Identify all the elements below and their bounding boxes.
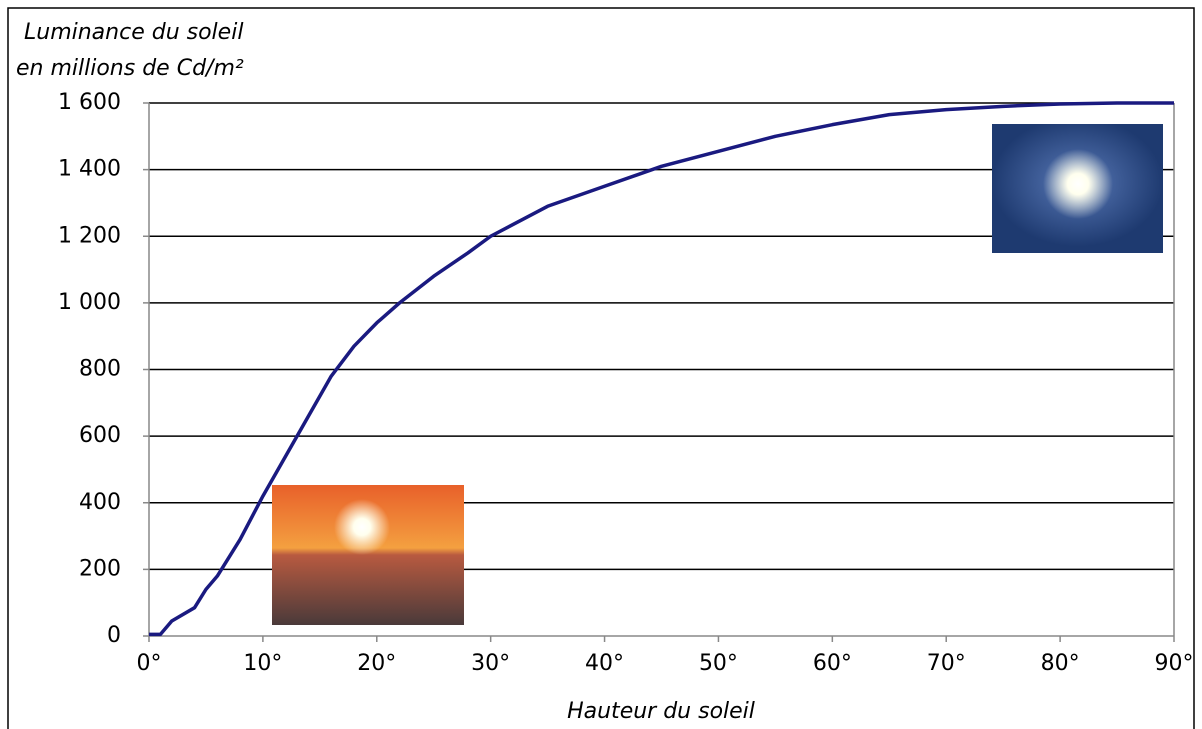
y-tick-label: 1 600: [58, 90, 121, 115]
y-tick-label: 1 200: [58, 223, 121, 248]
y-tick-label: 0: [107, 623, 121, 648]
data-line: [149, 101, 1174, 637]
y-tick-label: 800: [79, 357, 121, 382]
y-tick-label: 200: [79, 556, 121, 581]
x-axis-label: Hauteur du soleil: [567, 699, 755, 724]
sun-photo: [992, 124, 1163, 253]
sunset-photo: [272, 485, 464, 625]
x-tick-label: 90°: [1155, 651, 1194, 676]
x-tick-label: 20°: [357, 651, 396, 676]
y-tick-label: 1 000: [58, 290, 121, 315]
y-axis-label: Luminance du soleil: [24, 20, 243, 45]
x-tick-label: 40°: [585, 651, 624, 676]
y-tick-label: 600: [79, 423, 121, 448]
frame: [7, 7, 1195, 729]
x-tick-label: 0°: [137, 651, 162, 676]
x-tick-label: 70°: [927, 651, 966, 676]
y-axis-label: en millions de Cd/m²: [16, 56, 244, 81]
plot-area: 0 200 400 600 800 1 000 1 200 1 400 1 600 0° 10° 20…: [58, 90, 1193, 676]
x-tick-label: 30°: [471, 651, 510, 676]
y-tick-label: 400: [79, 490, 121, 515]
x-tick-label: 60°: [813, 651, 852, 676]
x-tick-label: 80°: [1041, 651, 1080, 676]
x-tick-label: 50°: [699, 651, 738, 676]
y-tick-label: 1 400: [58, 157, 121, 182]
x-tick-label: 10°: [243, 651, 282, 676]
